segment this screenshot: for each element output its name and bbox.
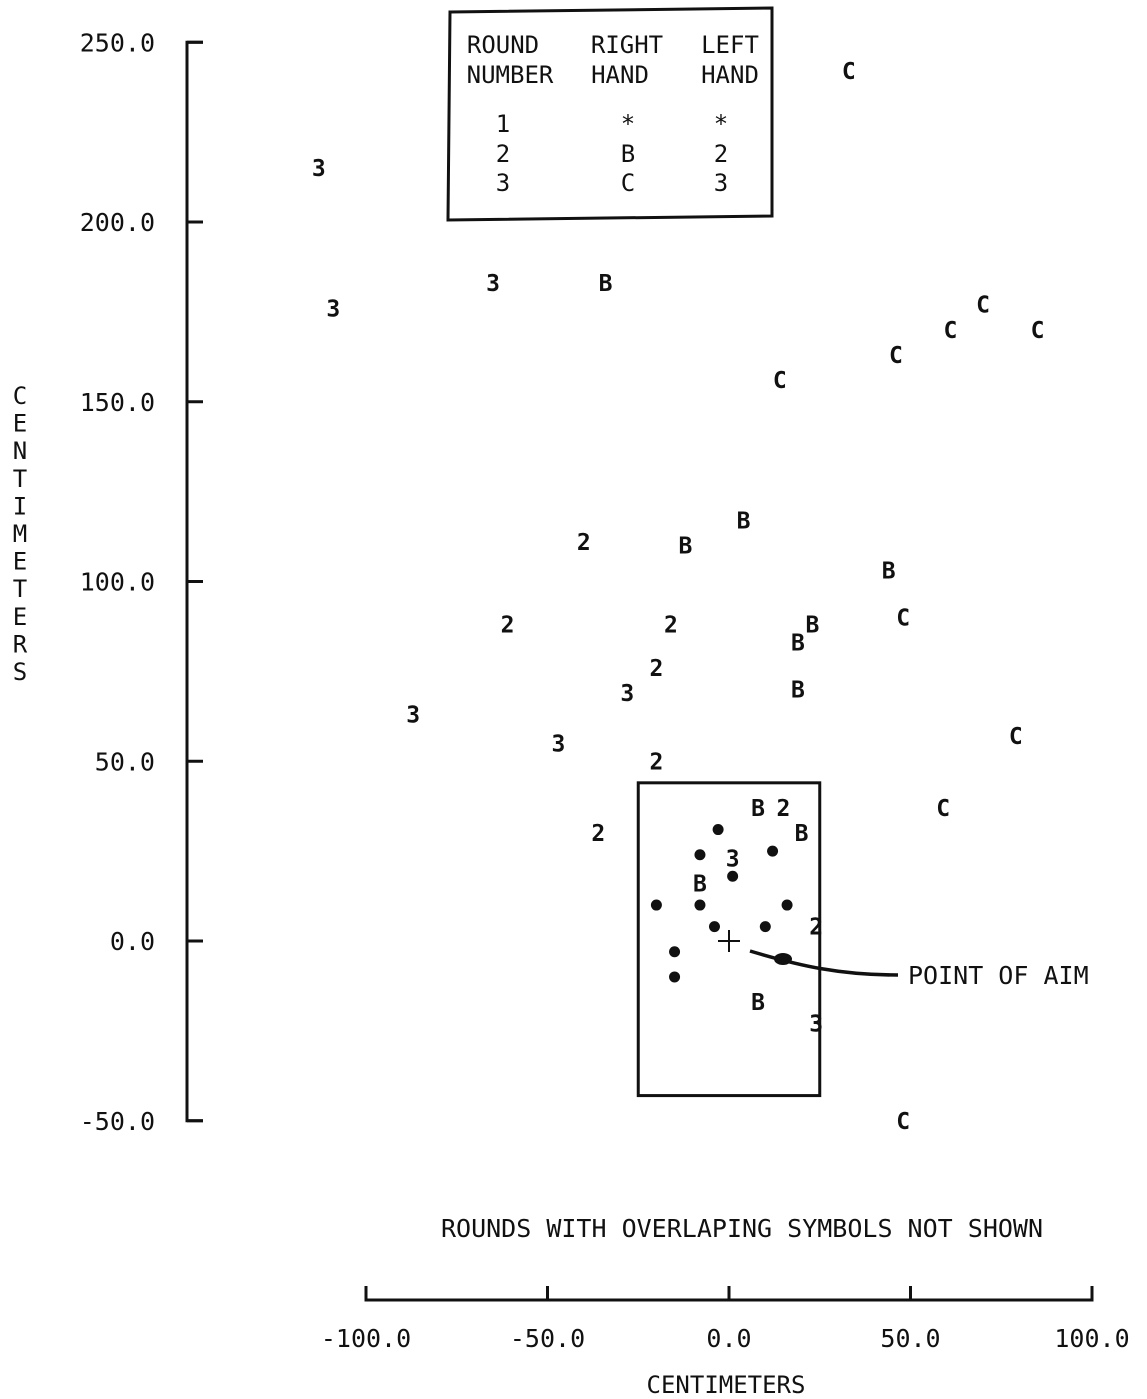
mark-3: 3	[406, 703, 420, 729]
mark-B: B	[751, 990, 765, 1016]
x-axis-ticks: -100.0 -50.0 0.0 50.0 100.0	[321, 1286, 1130, 1353]
mark-C: C	[896, 605, 910, 631]
mark-C: C	[1009, 724, 1023, 750]
overlap-note: ROUNDS WITH OVERLAPING SYMBOLS NOT SHOWN	[441, 1214, 1043, 1243]
legend-header-right-line2: HAND	[591, 61, 649, 89]
mark-C: C	[896, 1109, 910, 1135]
mark-3: 3	[620, 681, 634, 707]
legend-header-round-line2: NUMBER	[467, 61, 554, 89]
y-tick-label: -50.0	[80, 1107, 155, 1136]
mark-2: 2	[809, 915, 823, 941]
round-1-dot-mark	[708, 921, 720, 933]
mark-B: B	[599, 271, 613, 297]
legend-header-left-line2: HAND	[701, 61, 759, 89]
legend-row3-left: 3	[714, 169, 728, 197]
legend-row3-right: C	[621, 169, 635, 197]
legend-row1-round: 1	[496, 110, 510, 138]
legend-row2-left: 2	[714, 140, 728, 168]
round-1-dot-mark	[767, 845, 779, 857]
y-tick-label: 250.0	[80, 28, 155, 57]
x-tick-label: -100.0	[321, 1324, 411, 1353]
mark-2: 2	[777, 796, 791, 822]
round-1-dot-mark	[669, 971, 681, 983]
point-of-aim-crosshair	[718, 930, 740, 952]
x-tick-label: 50.0	[880, 1324, 940, 1353]
mark-B: B	[795, 821, 809, 847]
mark-2: 2	[577, 530, 591, 556]
round-1-dot-mark	[759, 921, 771, 933]
legend-box	[446, 6, 774, 222]
legend-header-left-line1: LEFT	[701, 31, 759, 59]
round-1-dot-mark	[712, 824, 724, 836]
mark-B: B	[737, 508, 751, 534]
mark-C: C	[976, 293, 990, 319]
legend-header-round-line1: ROUND	[467, 31, 539, 59]
mark-2: 2	[591, 821, 605, 847]
mark-C: C	[773, 368, 787, 394]
legend-row1-left: *	[714, 110, 728, 138]
mark-B: B	[751, 796, 765, 822]
legend-row1-right: *	[621, 110, 635, 138]
round-1-dot-mark	[650, 899, 662, 911]
legend: ROUND NUMBER RIGHT HAND LEFT HAND 1 * * …	[446, 6, 774, 222]
round-1-dot-mark	[727, 870, 739, 882]
mark-3: 3	[551, 731, 565, 757]
round-1-dot-mark	[694, 849, 706, 861]
y-axis-ticks: -50.0 0.0 50.0 100.0 150.0 200.0 250.0	[80, 28, 203, 1136]
mark-C: C	[842, 59, 856, 85]
point-of-aim-marker: POINT OF AIM	[718, 930, 1089, 990]
legend-row2-right: B	[621, 140, 635, 168]
mark-2: 2	[501, 613, 515, 639]
mark-3: 3	[726, 846, 740, 872]
y-tick-label: 150.0	[80, 388, 155, 417]
mark-2: 2	[649, 656, 663, 682]
round-1-dot-mark	[669, 946, 681, 958]
y-tick-label: 0.0	[110, 927, 155, 956]
mark-B: B	[693, 871, 707, 897]
mark-3: 3	[486, 271, 500, 297]
x-axis: -100.0 -50.0 0.0 50.0 100.0 CENTIMETERS	[321, 1286, 1130, 1399]
legend-row3-round: 3	[496, 169, 510, 197]
mark-3: 3	[312, 156, 326, 182]
mark-B: B	[882, 559, 896, 585]
y-tick-label: 50.0	[95, 747, 155, 776]
target-box	[636, 781, 822, 1098]
mark-B: B	[791, 677, 805, 703]
point-of-aim-pointer-head	[774, 953, 792, 965]
point-of-aim-pointer	[749, 949, 899, 977]
legend-header-right-line1: RIGHT	[591, 31, 663, 59]
y-tick-label: 200.0	[80, 208, 155, 237]
round-1-dot-mark	[694, 899, 706, 911]
mark-C: C	[936, 796, 950, 822]
mark-3: 3	[326, 296, 340, 322]
x-tick-label: -50.0	[510, 1324, 585, 1353]
mark-B: B	[791, 631, 805, 657]
mark-2: 2	[664, 613, 678, 639]
mark-C: C	[944, 318, 958, 344]
x-tick-label: 0.0	[706, 1324, 751, 1353]
y-tick-label: 100.0	[80, 568, 155, 597]
x-tick-label: 100.0	[1054, 1324, 1129, 1353]
x-axis-title: CENTIMETERS	[647, 1371, 806, 1399]
mark-B: B	[806, 613, 820, 639]
mark-B: B	[679, 534, 693, 560]
mark-C: C	[1031, 318, 1045, 344]
mark-2: 2	[649, 749, 663, 775]
round-1-dot-mark	[781, 899, 793, 911]
mark-3: 3	[809, 1012, 823, 1038]
point-of-aim-label: POINT OF AIM	[908, 961, 1089, 990]
legend-row2-round: 2	[496, 140, 510, 168]
mark-C: C	[889, 343, 903, 369]
